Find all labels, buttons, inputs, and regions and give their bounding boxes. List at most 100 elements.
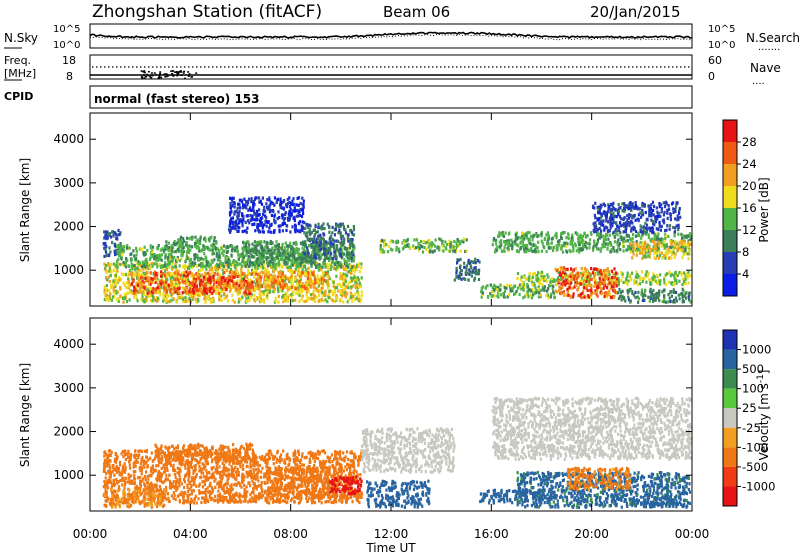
- range-cell: [180, 240, 183, 244]
- range-cell: [220, 281, 223, 285]
- range-cell: [277, 260, 280, 264]
- range-cell: [184, 299, 187, 304]
- range-cell: [235, 282, 238, 287]
- range-cell: [341, 278, 344, 282]
- freq-point: [158, 76, 161, 79]
- range-cell: [213, 258, 216, 262]
- range-cell: [256, 258, 259, 262]
- range-cell: [176, 256, 179, 260]
- range-cell: [541, 241, 544, 245]
- range-cell: [304, 255, 307, 259]
- range-cell: [244, 243, 247, 247]
- range-cell: [330, 290, 333, 294]
- range-cell: [356, 264, 360, 268]
- range-cell: [257, 296, 260, 300]
- range-cell: [131, 271, 134, 275]
- range-cell: [591, 248, 595, 252]
- range-cell: [258, 294, 262, 298]
- range-cell: [527, 276, 530, 280]
- range-cell: [310, 282, 313, 286]
- range-cell: [617, 238, 620, 242]
- range-cell: [312, 243, 315, 247]
- range-cell: [113, 264, 117, 269]
- range-cell: [107, 263, 110, 267]
- range-cell: [352, 252, 355, 256]
- range-cell: [354, 281, 357, 285]
- range-cell: [173, 271, 177, 275]
- range-cell: [460, 269, 463, 273]
- range-cell: [641, 233, 644, 237]
- range-cell: [253, 240, 256, 244]
- range-cell: [219, 264, 222, 268]
- range-cell: [292, 241, 295, 245]
- range-cell: [537, 240, 540, 244]
- range-cell: [335, 294, 338, 298]
- range-cell: [333, 239, 336, 243]
- range-cell: [293, 261, 296, 265]
- range-cell: [165, 240, 168, 244]
- range-cell: [342, 300, 345, 304]
- range-cell: [347, 233, 350, 237]
- range-cell: [181, 265, 184, 269]
- freq-tick-bottom: 8: [66, 70, 73, 83]
- range-cell: [389, 247, 392, 251]
- range-cell: [561, 232, 564, 236]
- range-cell: [355, 296, 358, 300]
- range-cell: [566, 287, 569, 291]
- range-cell: [125, 281, 128, 285]
- range-cell: [282, 285, 286, 289]
- range-cell: [169, 290, 172, 294]
- range-cell: [245, 280, 248, 284]
- range-cell: [222, 292, 226, 296]
- range-cell: [495, 242, 498, 246]
- range-cell: [215, 262, 219, 266]
- range-cell: [154, 255, 157, 259]
- range-cell: [468, 268, 471, 272]
- range-cell: [627, 234, 631, 238]
- range-cell: [630, 238, 633, 242]
- range-cell: [207, 280, 210, 284]
- range-cell: [398, 250, 401, 254]
- range-cell: [301, 282, 304, 286]
- range-cell: [202, 258, 205, 262]
- range-cell: [328, 236, 332, 240]
- range-cell: [247, 264, 250, 268]
- range-cell: [217, 257, 220, 261]
- range-cell: [295, 246, 298, 251]
- range-cell: [349, 256, 352, 260]
- range-cell: [190, 281, 193, 285]
- range-cell: [233, 249, 236, 253]
- range-cell: [103, 298, 106, 302]
- range-cell: [281, 289, 284, 293]
- range-cell: [304, 243, 307, 247]
- range-cell: [118, 250, 122, 255]
- range-cell: [342, 243, 345, 247]
- range-cell: [450, 240, 453, 245]
- freq-point: [183, 70, 186, 73]
- range-cell: [302, 259, 305, 264]
- range-cell: [604, 238, 607, 242]
- range-cell: [580, 237, 583, 241]
- range-cell: [528, 288, 531, 292]
- range-cell: [179, 238, 182, 242]
- range-cell: [681, 282, 684, 287]
- range-cell: [260, 258, 263, 262]
- range-cell: [535, 288, 538, 293]
- range-cell: [360, 290, 363, 294]
- range-cell: [540, 239, 543, 243]
- range-cell: [294, 279, 297, 283]
- range-cell: [110, 283, 113, 287]
- range-cell: [638, 234, 641, 238]
- freq-point: [187, 75, 190, 77]
- range-cell: [634, 218, 637, 222]
- range-cell: [325, 263, 328, 267]
- range-cell: [307, 225, 310, 230]
- range-cell: [149, 246, 152, 250]
- range-cell: [456, 237, 459, 242]
- range-cell: [204, 290, 207, 294]
- range-cell: [156, 265, 159, 269]
- range-cell: [346, 285, 349, 289]
- range-cell: [285, 296, 288, 300]
- range-cell: [141, 280, 144, 284]
- range-cell: [136, 276, 139, 280]
